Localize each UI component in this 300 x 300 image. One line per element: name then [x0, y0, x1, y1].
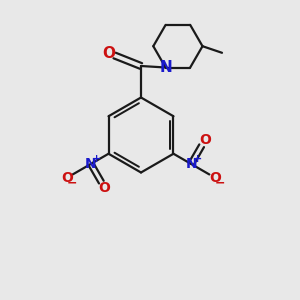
Text: N: N: [185, 157, 197, 171]
Text: N: N: [85, 157, 97, 171]
Text: O: O: [99, 181, 111, 195]
Text: O: O: [61, 171, 73, 185]
Text: O: O: [209, 171, 221, 185]
Text: N: N: [159, 60, 172, 75]
Text: O: O: [199, 133, 211, 147]
Text: −: −: [214, 176, 225, 189]
Text: O: O: [103, 46, 116, 61]
Text: −: −: [67, 176, 77, 189]
Text: +: +: [193, 154, 202, 164]
Text: +: +: [92, 154, 101, 164]
